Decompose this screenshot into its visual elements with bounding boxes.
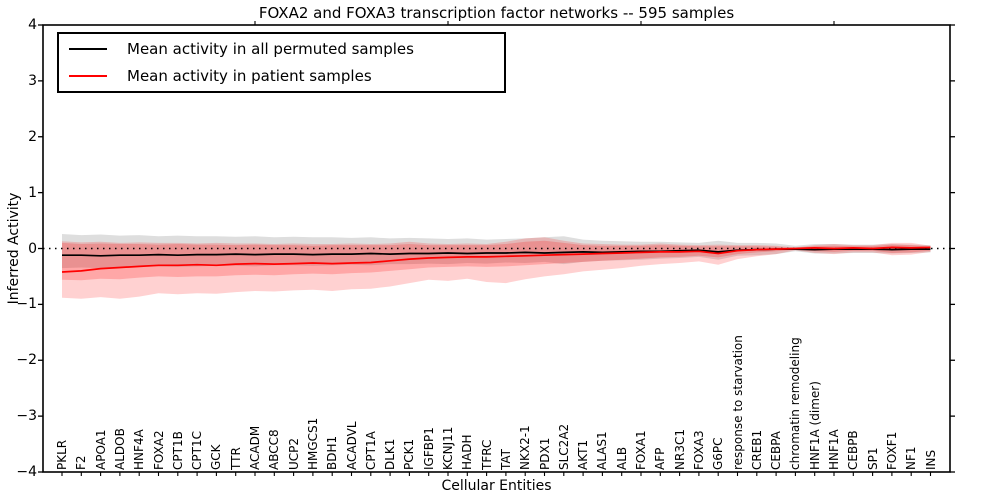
x-tick-label: CEBPA	[769, 431, 784, 470]
x-tick-label: CPT1B	[170, 431, 185, 470]
x-tick-label: NF1	[904, 446, 919, 470]
x-tick-label: FOXA1	[634, 430, 648, 470]
x-tick-label: BDH1	[325, 435, 340, 470]
legend-label: Mean activity in all permuted samples	[127, 39, 414, 58]
x-tick-label: SP1	[865, 447, 880, 471]
x-tick-label: FOXA2	[151, 430, 166, 470]
x-tick-label: DLK1	[383, 438, 398, 470]
x-tick-label: chromatin remodeling	[788, 337, 803, 470]
x-tick-label: PKLR	[55, 439, 69, 470]
x-tick-label: SLC2A2	[556, 423, 571, 470]
x-tick-label: TAT	[498, 448, 513, 470]
x-tick-label: HNF1A (dimer)	[807, 381, 822, 470]
legend: Mean activity in all permuted samples Me…	[57, 32, 506, 93]
x-tick-label: PCK1	[402, 438, 417, 470]
x-tick-label: CEBPB	[846, 430, 861, 470]
legend-line-sample-permuted	[69, 47, 107, 50]
x-tick-label: G6PC	[711, 437, 726, 470]
band-permuted-samples-range	[62, 234, 931, 269]
x-tick-label: CPT1A	[363, 431, 378, 470]
legend-label: Mean activity in patient samples	[127, 67, 372, 86]
x-tick-label: NR3C1	[672, 429, 687, 470]
x-tick-label: UCP2	[286, 437, 301, 470]
x-tick-label: CREB1	[749, 429, 764, 470]
y-tick-label: 4	[28, 17, 37, 33]
x-tick-label: HMGCS1	[305, 417, 320, 470]
x-tick-label: IGFBP1	[421, 427, 436, 470]
y-tick-label: −1	[16, 296, 37, 313]
x-tick-label: HNF4A	[132, 429, 147, 470]
x-tick-label: AKT1	[576, 439, 591, 470]
x-tick-label: F2	[74, 455, 89, 470]
x-tick-label: HNF1A	[827, 429, 841, 470]
series-line-patient	[61, 246, 931, 273]
x-tick-label: PDX1	[537, 437, 552, 470]
legend-entry-patient: Mean activity in patient samples	[59, 63, 504, 89]
x-tick-label: ALB	[614, 446, 629, 470]
y-tick-label: −2	[16, 352, 37, 369]
x-axis-label: Cellular Entities	[441, 478, 552, 494]
band-patient-samples-inner-range	[62, 240, 931, 281]
x-tick-label: CPT1C	[190, 431, 205, 470]
x-tick-label: response to starvation	[730, 335, 745, 470]
legend-line-sample-patient	[69, 75, 107, 78]
x-tick-label: FOXF1	[884, 431, 899, 470]
x-tick-label: KCNJ11	[441, 426, 455, 470]
legend-entry-permuted: Mean activity in all permuted samples	[59, 36, 504, 62]
y-tick-label: 3	[28, 72, 37, 89]
x-tick-label: GCK	[209, 444, 224, 470]
y-tick-label: −3	[16, 408, 37, 425]
y-tick-label: −4	[16, 464, 37, 480]
x-tick-label: AFP	[653, 447, 668, 470]
x-tick-label: ACADM	[248, 425, 262, 470]
x-tick-label: INS	[923, 449, 938, 470]
x-tick-label: NKX2-1	[518, 425, 533, 470]
x-tick-label: HADH	[460, 434, 475, 471]
x-tick-label: ALDOB	[112, 428, 127, 470]
x-tick-label: ALAS1	[595, 431, 610, 470]
x-tick-label: TTR	[228, 447, 243, 470]
x-tick-label: ACADVL	[344, 421, 359, 470]
x-tick-label: APOA1	[93, 429, 108, 470]
x-tick-label: FOXA3	[691, 430, 706, 470]
y-tick-label: 0	[28, 240, 37, 257]
chart-title: FOXA2 and FOXA3 transcription factor net…	[258, 4, 735, 22]
y-tick-label: 2	[28, 128, 37, 145]
y-tick-label: 1	[28, 184, 37, 201]
x-tick-label: ABCC8	[267, 429, 282, 470]
x-tick-label: TFRC	[479, 439, 494, 470]
